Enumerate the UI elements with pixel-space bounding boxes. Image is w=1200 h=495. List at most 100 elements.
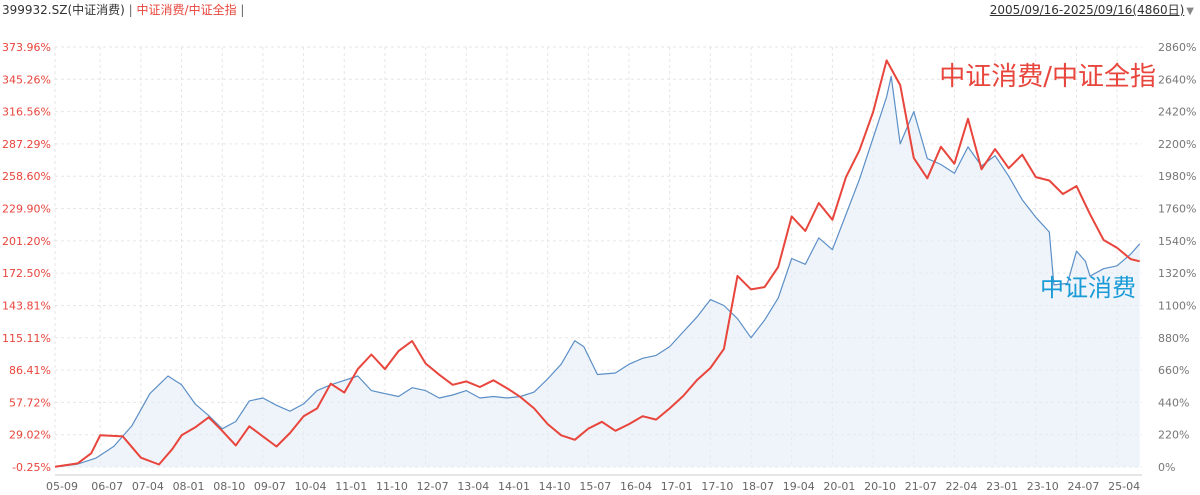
x-tick-label: 08-01 xyxy=(173,480,205,493)
ratio-data-point xyxy=(411,340,414,343)
index-data-point xyxy=(1048,231,1051,234)
ratio-data-point xyxy=(858,149,861,152)
x-tick-label: 24-07 xyxy=(1067,480,1099,493)
index-data-point xyxy=(148,392,151,395)
ratio-data-point xyxy=(885,59,888,62)
ratio-data-point xyxy=(289,432,292,435)
ratio-data-point xyxy=(1034,176,1037,179)
left-tick-label: 115.11% xyxy=(2,332,51,345)
index-data-point xyxy=(370,389,373,392)
index-data-point xyxy=(858,178,861,181)
ratio-data-point xyxy=(492,379,495,382)
x-tick-label: 23-01 xyxy=(986,480,1018,493)
index-data-point xyxy=(1034,216,1037,219)
x-tick-label: 11-01 xyxy=(335,480,367,493)
right-tick-label: 880% xyxy=(1158,332,1189,345)
x-tick-label: 20-10 xyxy=(864,480,896,493)
ratio-data-point xyxy=(121,435,124,438)
ratio-data-point xyxy=(790,215,793,218)
ratio-data-point xyxy=(763,286,766,289)
index-data-point xyxy=(1116,264,1119,267)
index-area xyxy=(55,76,1140,468)
ratio-data-point xyxy=(967,117,970,120)
ratio-data-point xyxy=(736,274,739,277)
index-code-label[interactable]: 399932.SZ(中证消费) xyxy=(2,3,125,17)
index-data-point xyxy=(438,397,441,400)
index-data-point xyxy=(1084,260,1087,263)
right-tick-label: 220% xyxy=(1158,429,1189,442)
index-data-point xyxy=(180,383,183,386)
x-tick-label: 12-07 xyxy=(417,480,449,493)
ratio-data-point xyxy=(912,157,915,160)
index-data-point xyxy=(736,317,739,320)
ratio-data-point xyxy=(519,396,522,399)
right-tick-label: 1760% xyxy=(1158,203,1196,216)
index-data-point xyxy=(912,110,915,113)
index-data-point xyxy=(397,395,400,398)
index-data-point xyxy=(722,304,725,307)
left-tick-label: 57.72% xyxy=(9,396,51,409)
ratio-data-point xyxy=(709,367,712,370)
index-data-point xyxy=(926,157,929,160)
index-data-point xyxy=(383,392,386,395)
right-tick-label: 1320% xyxy=(1158,267,1196,280)
ratio-data-point xyxy=(275,445,278,448)
ratio-data-point xyxy=(397,350,400,353)
index-data-point xyxy=(573,339,576,342)
index-data-point xyxy=(709,298,712,301)
index-data-point xyxy=(94,457,97,460)
triangle-down-icon[interactable]: ▼ xyxy=(1186,6,1194,17)
ratio-data-point xyxy=(831,218,834,221)
ratio-data-point xyxy=(980,168,983,171)
ratio-data-point xyxy=(438,373,441,376)
ratio-data-point xyxy=(1129,258,1132,261)
right-tick-label: 1540% xyxy=(1158,235,1196,248)
left-tick-label: 373.96% xyxy=(2,41,51,54)
x-tick-label: 21-07 xyxy=(905,480,937,493)
left-tick-label: -0.25% xyxy=(12,461,51,474)
ratio-data-point xyxy=(506,387,509,390)
right-tick-label: 2860% xyxy=(1158,41,1196,54)
ratio-data-point xyxy=(1102,239,1105,242)
date-range-text[interactable]: 2005/09/16-2025/09/16(4860日) xyxy=(989,3,1185,17)
left-tick-label: 86.41% xyxy=(9,364,51,377)
index-data-point xyxy=(763,319,766,322)
ratio-data-point xyxy=(560,434,563,437)
ratio-data-point xyxy=(1075,185,1078,188)
index-area-fill xyxy=(55,76,1140,468)
ratio-series-label[interactable]: 中证消费/中证全指 xyxy=(136,3,237,17)
ratio-data-point xyxy=(573,438,576,441)
x-tick-label: 07-04 xyxy=(132,480,164,493)
index-data-point xyxy=(275,404,278,407)
left-tick-label: 143.81% xyxy=(2,299,51,312)
date-range-selector[interactable]: 2005/09/16-2025/09/16(4860日) ▼ xyxy=(990,0,1194,22)
index-data-point xyxy=(804,263,807,266)
index-data-point xyxy=(994,154,997,157)
header-title: 399932.SZ(中证消费) | 中证消费/中证全指 | xyxy=(2,0,244,20)
index-data-point xyxy=(411,386,414,389)
ratio-data-point xyxy=(194,426,197,429)
index-data-point xyxy=(1021,198,1024,201)
ratio-series-layer[interactable] xyxy=(54,59,1142,468)
ratio-data-point xyxy=(1138,260,1141,263)
x-tick-label: 14-01 xyxy=(498,480,530,493)
ratio-data-point xyxy=(817,202,820,205)
index-data-point xyxy=(872,137,875,140)
ratio-series-line[interactable] xyxy=(54,59,1140,468)
index-data-point xyxy=(492,395,495,398)
ratio-data-point xyxy=(533,407,536,410)
ratio-data-point xyxy=(356,368,359,371)
index-data-point xyxy=(234,420,237,423)
index-data-point xyxy=(451,394,454,397)
ratio-data-point xyxy=(1048,179,1051,182)
x-tick-label: 20-01 xyxy=(823,480,855,493)
ratio-data-point xyxy=(587,427,590,430)
ratio-data-point xyxy=(424,362,427,365)
index-data-point xyxy=(546,377,549,380)
x-tick-label: 17-01 xyxy=(661,480,693,493)
ratio-data-point xyxy=(180,434,183,437)
ratio-data-point xyxy=(1116,246,1119,249)
x-tick-label: 11-10 xyxy=(376,480,408,493)
left-tick-label: 201.20% xyxy=(2,235,51,248)
ratio-data-point xyxy=(722,347,725,350)
